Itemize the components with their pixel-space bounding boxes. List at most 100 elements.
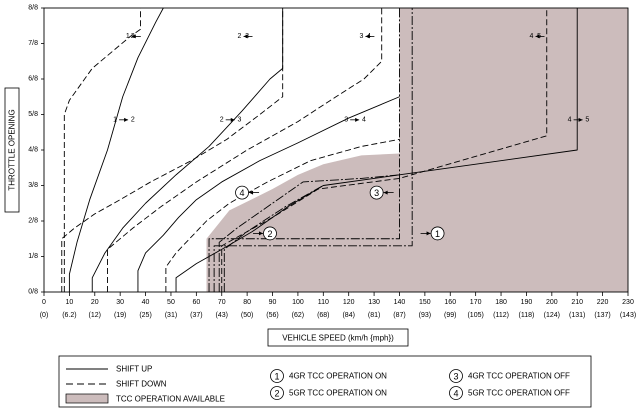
shift-annotation-label: 2 — [131, 116, 135, 123]
shift-annotation-label: 2 — [131, 33, 135, 40]
shift-annotation-label: 2 — [238, 33, 242, 40]
shift-annotation-arrow-right-icon — [355, 117, 360, 122]
x-tick-label-kmh: 0 — [42, 299, 46, 306]
shift-annotation-label: 3 — [245, 33, 249, 40]
x-tick-label-mph: (19) — [114, 312, 126, 319]
shift-annotation-arrow-right-icon — [578, 117, 583, 122]
x-tick-label-kmh: 140 — [394, 299, 406, 306]
x-tick-label-mph: (124) — [544, 312, 560, 319]
shift-annotation-label: 3 — [359, 33, 363, 40]
x-tick-label-mph: (84) — [342, 312, 354, 319]
shift-annotation-label: 4 — [362, 116, 366, 123]
legend-shift-up-label: SHIFT UP — [116, 365, 152, 374]
x-tick-label-mph: (137) — [594, 312, 610, 319]
shift-annotation-label: 5 — [537, 33, 541, 40]
x-tick-label-mph: (118) — [519, 312, 535, 319]
x-axis-title-box — [267, 328, 409, 347]
x-tick-label-kmh: 10 — [65, 299, 73, 306]
shift-annotation-label: 3 — [238, 116, 242, 123]
shift-annotation-label: 4 — [367, 33, 371, 40]
legend-box — [58, 355, 592, 408]
shift-annotation-arrow-left-icon — [535, 34, 540, 39]
x-tick-label-kmh: 130 — [368, 299, 380, 306]
x-tick-label-kmh: 100 — [292, 299, 304, 306]
x-tick-label-mph: (43) — [216, 312, 228, 319]
tcc-marker-arrow-icon — [383, 190, 388, 195]
x-tick-label-mph: (0) — [40, 312, 49, 319]
x-tick-label-kmh: 60 — [192, 299, 200, 306]
y-tick-label: 1/8 — [28, 253, 38, 260]
shift-annotation-label: 5 — [585, 116, 589, 123]
x-tick-label-mph: (12) — [89, 312, 101, 319]
x-tick-label-kmh: 50 — [167, 299, 175, 306]
tcc-marker-number: 4 — [240, 188, 245, 198]
x-tick-label-mph: (37) — [190, 312, 202, 319]
shift-annotation-arrow-left-icon — [365, 34, 370, 39]
x-tick-label-mph: (99) — [444, 312, 456, 319]
x-tick-label-mph: (56) — [266, 312, 278, 319]
shift-annotation-arrow-right-icon — [124, 117, 129, 122]
x-tick-label-kmh: 20 — [91, 299, 99, 306]
legend-item-1-circle — [270, 369, 284, 383]
x-tick-label-kmh: 160 — [444, 299, 456, 306]
x-axis-title: VEHICLE SPEED (km/h {mph}) — [282, 334, 394, 343]
series-line-shift-down-7 — [165, 138, 400, 292]
legend-item-1-number: 1 — [274, 372, 279, 382]
x-tick-label-mph: (131) — [569, 312, 585, 319]
shift-annotation-arrow-right-icon — [230, 117, 235, 122]
tcc-marker-number: 3 — [374, 188, 379, 198]
x-tick-label-kmh: 190 — [521, 299, 533, 306]
x-tick-label-mph: (87) — [393, 312, 405, 319]
y-tick-label: 5/8 — [28, 111, 38, 118]
x-tick-label-kmh: 120 — [343, 299, 355, 306]
tcc-marker-arrow-icon — [426, 231, 431, 236]
shift-annotation-arrow-left-icon — [131, 34, 136, 39]
series-line-tcc-10 — [208, 8, 400, 292]
x-tick-label-mph: (143) — [620, 312, 636, 319]
legend-shift-down-label: SHIFT DOWN — [116, 380, 167, 389]
y-tick-label: 3/8 — [28, 182, 38, 189]
legend-item-2-label: 5GR TCC OPERATION ON — [289, 389, 387, 398]
series-line-tcc-13 — [223, 185, 324, 292]
x-tick-label-kmh: 70 — [218, 299, 226, 306]
legend-item-4-number: 4 — [453, 389, 458, 399]
x-tick-label-kmh: 210 — [571, 299, 583, 306]
x-tick-label-mph: (6.2) — [62, 312, 76, 319]
series-line-shift-up-4 — [91, 8, 284, 292]
legend-item-1-label: 4GR TCC OPERATION ON — [289, 372, 387, 381]
shift-annotation-label: 3 — [344, 116, 348, 123]
legend-tcc-label: TCC OPERATION AVAILABLE — [116, 395, 225, 404]
x-axis: 0 (0) 10 (6.2) 20 (12) 30 (19) 40 (25) 50 (31) 60 (37… — [40, 292, 636, 319]
x-tick-label-kmh: 230 — [622, 299, 634, 306]
x-tick-label-mph: (112) — [493, 312, 509, 319]
y-axis: 0/8 1/8 2/8 3/8 4/8 5/8 6/8 7/8 8/8 — [28, 5, 44, 296]
y-tick-label: 7/8 — [28, 40, 38, 47]
x-tick-label-mph: (25) — [139, 312, 151, 319]
shift-annotation-label: 1 — [113, 116, 117, 123]
y-axis-title: THROTTLE OPENING — [8, 109, 17, 190]
x-tick-label-mph: (31) — [165, 312, 177, 319]
x-tick-label-kmh: 200 — [546, 299, 558, 306]
legend-item-3-number: 3 — [453, 372, 458, 382]
legend-item-2-number: 2 — [274, 389, 279, 399]
y-tick-label: 4/8 — [28, 147, 38, 154]
x-tick-label-mph: (62) — [292, 312, 304, 319]
series-line-shift-up-6 — [137, 96, 400, 292]
y-axis-title-box — [4, 87, 20, 213]
legend-item-3-circle — [449, 369, 463, 383]
shift-annotation-label: 2 — [220, 116, 224, 123]
shift-annotation-arrow-left-icon — [243, 34, 248, 39]
tcc-marker-circle — [430, 226, 445, 241]
x-tick-label-kmh: 40 — [142, 299, 150, 306]
shift-annotation-label: 1 — [126, 33, 130, 40]
series-line-shift-down-2 — [63, 8, 141, 292]
y-tick-label: 2/8 — [28, 218, 38, 225]
tcc-marker-number: 1 — [435, 229, 440, 239]
series-line-shift-down-5 — [107, 8, 383, 292]
series-line-shift-down-3 — [61, 8, 284, 292]
legend: SHIFT UP SHIFT DOWN TCC OPERATION AVAILA… — [58, 355, 592, 408]
y-tick-label: 6/8 — [28, 76, 38, 83]
y-tick-label: 0/8 — [28, 289, 38, 296]
x-tick-label-kmh: 180 — [495, 299, 507, 306]
x-tick-label-kmh: 80 — [243, 299, 251, 306]
